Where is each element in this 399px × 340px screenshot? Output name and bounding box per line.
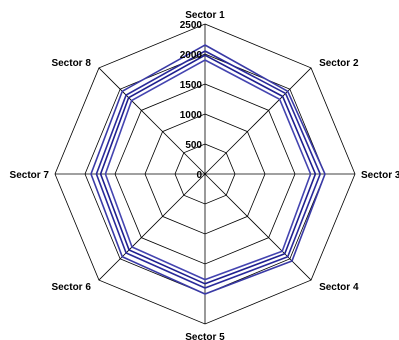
spoke-6 [98,173,206,281]
tick-label-0: 0 [196,170,202,181]
tick-label-500: 500 [185,140,202,151]
category-label-4: Sector 4 [319,282,359,293]
spoke-8 [98,67,206,175]
category-label-7: Sector 7 [10,170,50,181]
series-line-4 [104,59,312,281]
category-label-5: Sector 5 [185,332,225,340]
tick-label-2000: 2000 [180,50,203,61]
spoke-4 [204,173,312,281]
radial-tick-labels: 0 500 1000 1500 2000 2500 [180,20,203,181]
category-label-1: Sector 1 [185,10,225,21]
radar-grid [54,23,356,325]
tick-label-1500: 1500 [180,80,203,91]
series-line-3 [99,54,317,285]
category-labels: Sector 1 Sector 2 Sector 3 Sector 4 Sector 5… [10,10,399,340]
category-label-2: Sector 2 [319,58,359,69]
category-label-6: Sector 6 [51,282,91,293]
radar-series [90,44,326,295]
series-line-1 [90,44,326,295]
tick-label-1000: 1000 [180,110,203,121]
category-label-3: Sector 3 [361,170,399,181]
series-line-2 [95,50,322,289]
tick-label-2500: 2500 [180,20,203,31]
spoke-2 [204,67,312,175]
category-label-8: Sector 8 [51,58,91,69]
